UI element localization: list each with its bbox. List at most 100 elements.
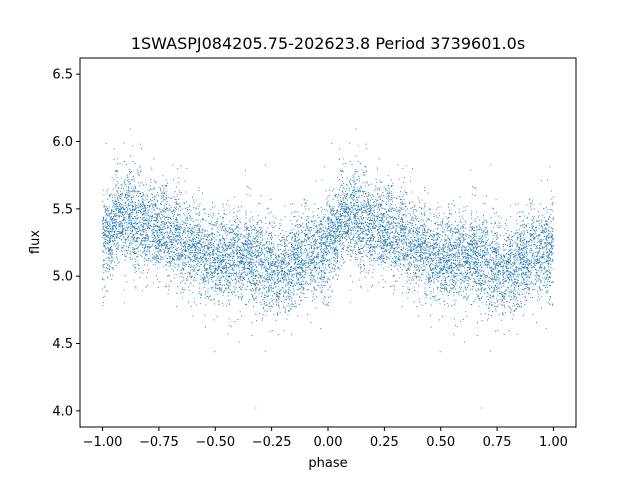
data-point <box>253 240 255 242</box>
data-point <box>185 217 187 219</box>
data-point <box>354 173 356 175</box>
data-point <box>229 284 231 286</box>
data-point <box>353 191 355 193</box>
data-point <box>469 264 471 266</box>
data-point <box>229 324 231 326</box>
data-point <box>353 179 355 181</box>
data-point <box>167 224 169 227</box>
data-point <box>193 199 195 201</box>
data-point <box>144 219 146 221</box>
data-point <box>322 230 324 232</box>
data-point <box>451 253 453 255</box>
data-point <box>265 287 267 289</box>
data-point <box>133 191 135 193</box>
data-point <box>426 244 428 246</box>
data-point <box>424 257 426 259</box>
data-point <box>407 268 409 270</box>
data-point <box>211 274 213 276</box>
data-point <box>259 281 261 283</box>
data-point <box>517 279 520 281</box>
data-point <box>462 235 464 237</box>
data-point <box>385 241 387 243</box>
data-point <box>265 231 267 233</box>
data-point <box>276 299 278 301</box>
data-point <box>352 208 354 210</box>
data-point <box>502 300 504 302</box>
data-point <box>448 203 450 205</box>
data-point <box>334 267 336 269</box>
data-point <box>466 275 468 278</box>
data-point <box>496 286 498 289</box>
data-point <box>453 205 455 207</box>
data-point <box>516 254 518 256</box>
data-point <box>465 311 467 313</box>
data-point <box>488 277 490 279</box>
data-point <box>161 213 163 216</box>
data-point <box>539 261 541 263</box>
data-point <box>437 235 439 237</box>
data-point <box>336 228 338 230</box>
data-point <box>344 220 346 223</box>
data-point <box>129 229 131 232</box>
data-point <box>355 204 357 206</box>
data-point <box>331 248 333 250</box>
data-point <box>365 221 367 224</box>
data-point <box>400 198 402 200</box>
data-point <box>187 261 189 263</box>
data-point <box>315 289 317 291</box>
data-point <box>439 298 441 300</box>
data-point <box>475 188 477 190</box>
data-point <box>161 238 163 240</box>
data-point <box>420 254 422 256</box>
data-point <box>498 291 500 293</box>
data-point <box>155 230 157 232</box>
data-point <box>338 233 340 236</box>
data-point <box>237 246 240 248</box>
data-point <box>326 303 328 305</box>
data-point <box>538 234 540 236</box>
data-point <box>146 217 148 219</box>
data-point <box>377 203 380 205</box>
data-point <box>338 211 340 213</box>
data-point <box>339 261 341 263</box>
data-point <box>433 281 435 283</box>
data-point <box>537 252 539 254</box>
data-point <box>340 218 342 221</box>
data-point <box>471 241 473 243</box>
data-point <box>287 265 289 267</box>
data-point <box>298 246 300 248</box>
data-point <box>104 295 106 297</box>
data-point <box>385 189 387 191</box>
data-point <box>165 247 167 249</box>
data-point <box>161 224 163 226</box>
data-point <box>371 240 373 242</box>
data-point <box>183 276 185 279</box>
data-point <box>292 288 294 290</box>
data-point <box>313 248 315 250</box>
data-point <box>121 220 123 222</box>
data-point <box>181 287 184 289</box>
data-point <box>319 220 321 222</box>
data-point <box>222 273 224 275</box>
data-point <box>174 262 176 264</box>
data-point <box>370 253 372 255</box>
data-point <box>525 292 528 294</box>
data-point <box>120 215 123 217</box>
data-point <box>391 264 393 267</box>
data-point <box>309 265 311 267</box>
data-point <box>457 293 459 295</box>
data-point <box>237 290 239 292</box>
data-point <box>541 255 543 257</box>
data-point <box>132 251 134 253</box>
data-point <box>313 234 316 236</box>
data-point <box>313 266 315 268</box>
data-point <box>131 239 133 241</box>
data-point <box>308 216 310 218</box>
data-point <box>546 271 548 273</box>
data-point <box>406 269 408 271</box>
data-point <box>324 263 326 265</box>
data-point <box>288 278 290 280</box>
data-point <box>401 224 403 226</box>
